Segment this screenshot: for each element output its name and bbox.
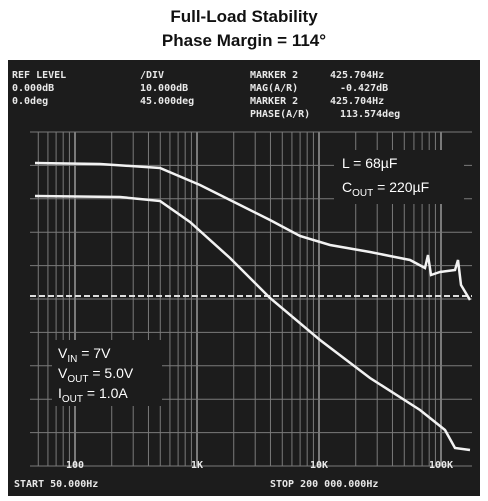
screen-text: 45.000deg <box>140 96 194 107</box>
val: = 5.0V <box>88 365 133 381</box>
x-label: 1K <box>191 460 203 471</box>
screen-text: 0.0deg <box>12 96 48 107</box>
page: Full-Load Stability Phase Margin = 114° … <box>0 0 488 496</box>
sym: C <box>342 179 352 195</box>
stop-label: STOP 200 000.000Hz <box>270 479 378 490</box>
screen-text: MARKER 2 <box>250 96 298 107</box>
screen-text: -0.427dB <box>340 83 388 94</box>
start-label: START 50.000Hz <box>14 479 98 490</box>
screen-text: 10.000dB <box>140 83 188 94</box>
val: = 7V <box>77 345 111 361</box>
screen-text: MAG(A/R) <box>250 83 298 94</box>
title: Full-Load Stability <box>170 7 318 26</box>
x-label: 100 <box>66 460 84 471</box>
val: = 1.0A <box>83 385 128 401</box>
screen-text: PHASE(A/R) <box>250 109 310 120</box>
screen-text: REF LEVEL <box>12 70 66 81</box>
x-label: 100K <box>429 460 453 471</box>
sub: OUT <box>352 188 373 199</box>
screen-text: 113.574deg <box>340 109 400 120</box>
x-label: 10K <box>310 460 328 471</box>
screen <box>8 60 480 496</box>
sub: OUT <box>67 374 88 385</box>
subtitle: Phase Margin = 114° <box>162 31 326 50</box>
val: = 220µF <box>373 179 429 195</box>
screen-text: MARKER 2 <box>250 70 298 81</box>
inductor-note: L = 68µF <box>342 155 397 171</box>
screen-text: 0.000dB <box>12 83 54 94</box>
screen-text: /DIV <box>140 70 164 81</box>
sub: OUT <box>62 394 83 405</box>
sub: IN <box>67 354 77 365</box>
screen-text: 425.704Hz <box>330 70 384 81</box>
screen-text: 425.704Hz <box>330 96 384 107</box>
